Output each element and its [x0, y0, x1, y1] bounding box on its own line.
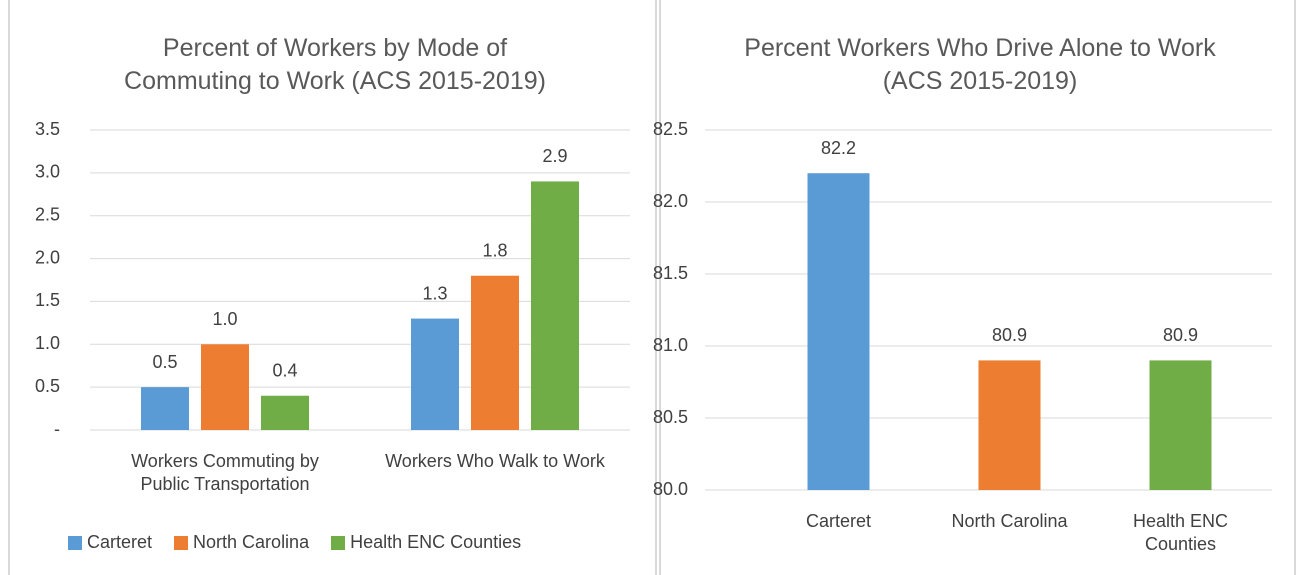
bar [261, 395, 309, 430]
legend-label: Carteret [87, 532, 153, 552]
y-tick-label: - [54, 419, 60, 439]
legend-label: Health ENC Counties [350, 532, 522, 552]
bar [411, 318, 459, 430]
data-label: 0.4 [272, 360, 297, 380]
bar [201, 344, 249, 430]
y-tick-label: 2.5 [35, 204, 60, 224]
data-label: 82.2 [821, 138, 856, 158]
legend-item: Health ENC Counties [331, 532, 521, 553]
x-tick-label: Carteret [805, 511, 872, 531]
y-tick-label: 0.5 [35, 376, 60, 396]
legend: Carteret North Carolina Health ENC Countie… [68, 532, 521, 553]
data-label: 1.0 [212, 309, 237, 329]
y-tick-label: 3.0 [35, 162, 60, 182]
legend-swatch [331, 536, 346, 551]
x-tick-label: Workers Commuting by Public Transportati… [131, 451, 319, 494]
y-tick-label: 82.5 [653, 119, 688, 139]
bar [1149, 360, 1212, 490]
panel [659, 0, 1296, 575]
data-label: 80.9 [1163, 325, 1198, 345]
x-tick-label: North Carolina [951, 511, 1068, 531]
legend-item: North Carolina [174, 532, 309, 553]
y-tick-label: 80.5 [653, 407, 688, 427]
legend-swatch [174, 536, 189, 551]
legend-swatch [68, 536, 82, 551]
y-tick-label: 81.0 [653, 335, 688, 355]
data-label: 1.8 [482, 240, 507, 260]
bar [141, 387, 189, 430]
x-tick-label: Workers Who Walk to Work [385, 451, 605, 471]
legend-label: North Carolina [193, 532, 310, 552]
y-tick-label: 2.0 [35, 247, 60, 267]
data-label: 80.9 [992, 325, 1027, 345]
y-tick-label: 3.5 [35, 119, 60, 139]
data-label: 2.9 [542, 146, 567, 166]
bar [471, 275, 519, 430]
y-tick-label: 1.0 [35, 333, 60, 353]
data-label: 0.5 [152, 352, 177, 372]
x-tick-label: Health ENC Counties [1132, 511, 1229, 554]
chart-title: Percent Workers Who Drive Alone to Work … [744, 34, 1216, 95]
chart-title: Percent of Workers by Mode of Commuting … [124, 34, 546, 95]
y-tick-label: 80.0 [653, 479, 688, 499]
panel [8, 0, 657, 575]
y-tick-label: 1.5 [35, 290, 60, 310]
bar [978, 360, 1041, 490]
bar [531, 181, 579, 430]
legend-item: Carteret [68, 532, 152, 553]
y-tick-label: 82.0 [653, 191, 688, 211]
y-tick-label: 81.5 [653, 263, 688, 283]
data-label: 1.3 [422, 283, 447, 303]
bar [807, 173, 870, 490]
